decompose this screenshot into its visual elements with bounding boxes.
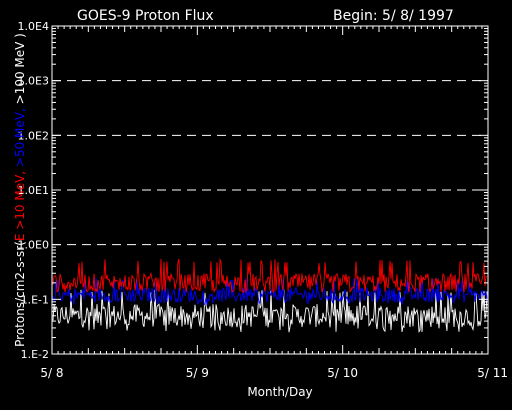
x-axis: 5/ 8 5/ 9 5/ 10 5/ 11 <box>40 26 508 380</box>
begin-date-label: Begin: 5/ 8/ 1997 <box>333 8 454 24</box>
y-axis: 1.0E4 1.0E3 1.0E2 1.0E1 1.0E0 1.E-1 1.E-2 <box>18 20 488 361</box>
series-line <box>52 277 488 306</box>
y-axis-label-part: >50 MeV, <box>13 104 27 167</box>
y-tick-label: 1.0E2 <box>18 129 49 142</box>
gridlines <box>52 80 488 246</box>
x-tick-label: 5/ 9 <box>186 366 209 380</box>
y-axis-label: Protons/cm2-s-sr(E >10 MeV, >50 MeV, >10… <box>13 33 27 347</box>
y-tick-label: 1.E-2 <box>21 348 49 361</box>
series-layer <box>52 258 488 334</box>
series-line <box>52 258 488 294</box>
x-axis-label: Month/Day <box>247 385 312 399</box>
y-tick-label: 1.0E0 <box>18 239 49 252</box>
x-tick-label: 5/ 11 <box>477 366 508 380</box>
y-tick-label: 1.0E1 <box>18 184 49 197</box>
y-axis-label-part: Protons/cm2-s-sr( <box>13 241 27 347</box>
x-tick-label: 5/ 8 <box>40 366 63 380</box>
y-tick-label: 1.0E3 <box>18 75 49 88</box>
y-axis-label-part: >100 MeV ) <box>13 33 27 104</box>
series-line <box>52 289 488 334</box>
y-axis-label-part: E >10 MeV, <box>13 167 27 241</box>
y-tick-label: 1.0E4 <box>18 20 49 33</box>
chart-title: GOES-9 Proton Flux <box>77 8 214 24</box>
x-tick-label: 5/ 10 <box>327 366 358 380</box>
y-tick-label: 1.E-1 <box>21 293 49 306</box>
